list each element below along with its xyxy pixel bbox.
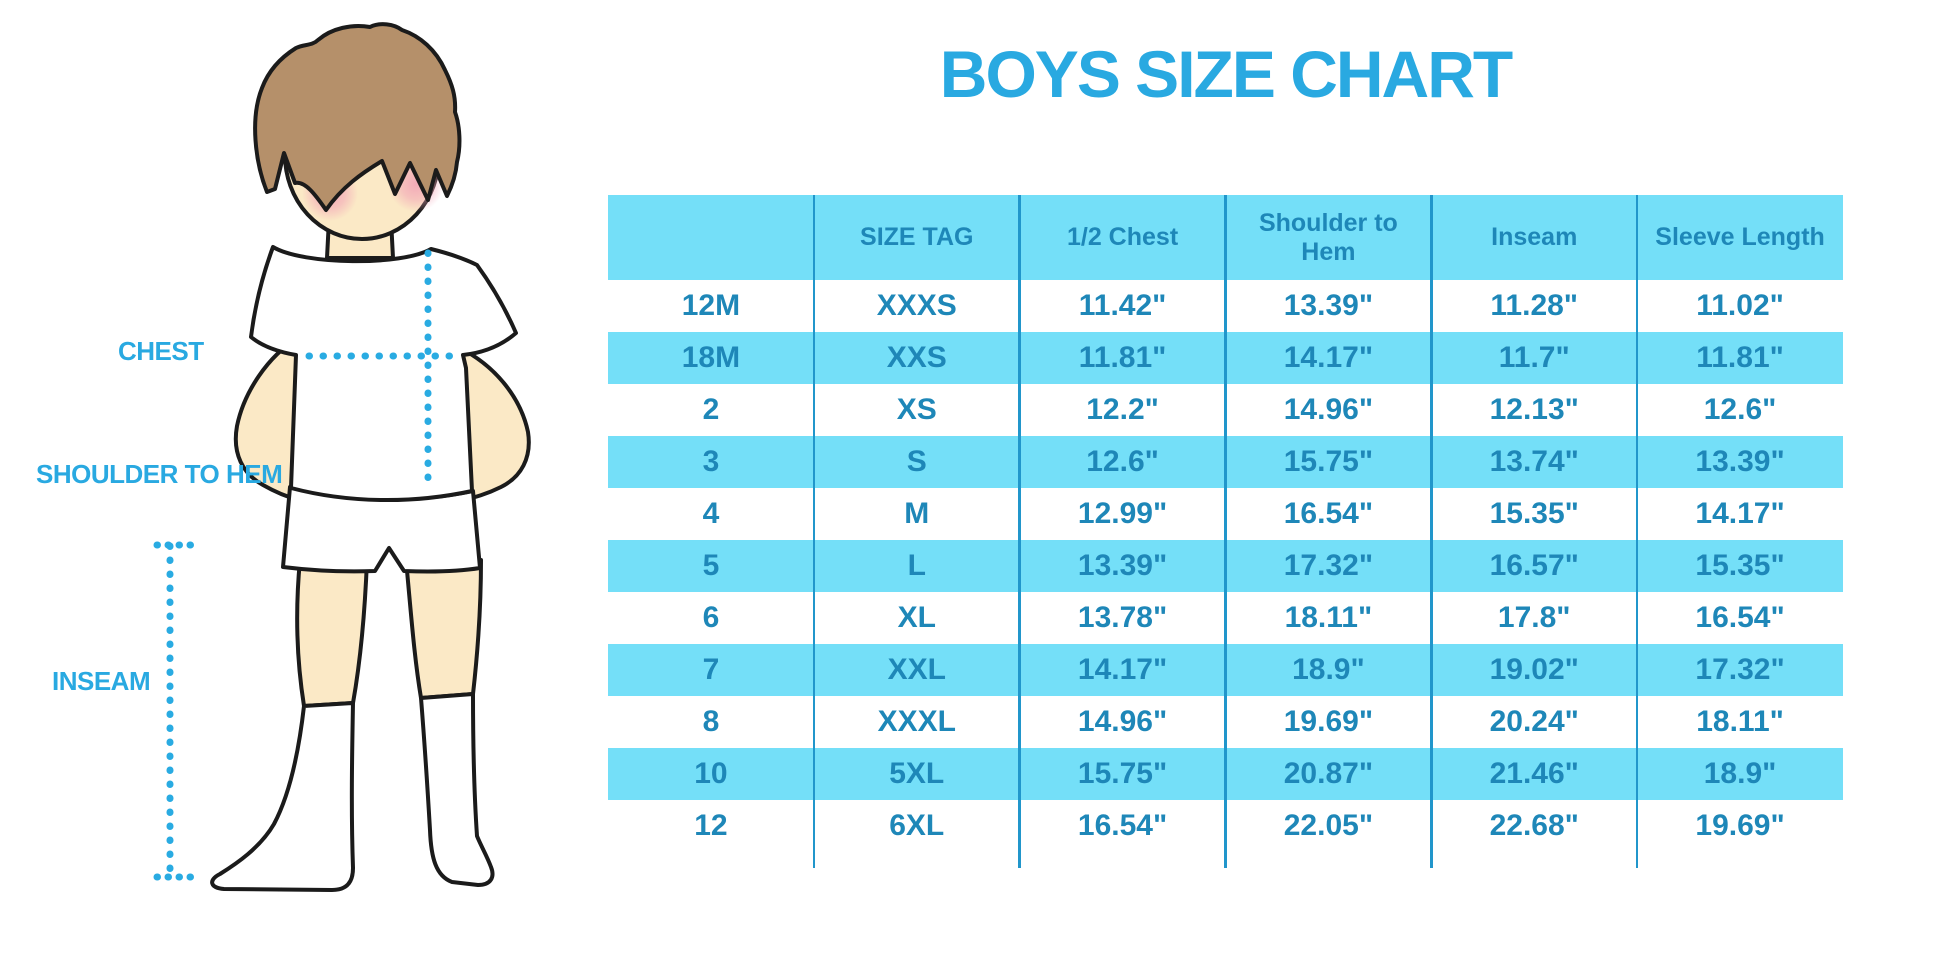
size-row-5: 5 L 13.39" 17.32" 16.57" 15.35" (608, 540, 1843, 592)
measurement-cell: 22.68" (1489, 809, 1579, 842)
measurement-cell: 20.24" (1489, 705, 1579, 738)
size-row-12: 12 6XL 16.54" 22.05" 22.68" 19.69" (608, 800, 1843, 852)
measurement-cell: 13.74" (1489, 445, 1579, 478)
measurement-cell: 17.8" (1497, 601, 1571, 634)
measurement-cell: 14.17" (1283, 341, 1374, 374)
size-label-cell: 2 (702, 393, 720, 426)
measurement-cell: 14.17" (1695, 497, 1785, 530)
measurement-cell: 16.57" (1489, 549, 1579, 582)
measurement-cell: XXS (886, 341, 947, 374)
size-label-cell: 12 (694, 809, 728, 842)
measurement-cell: S (906, 445, 927, 478)
column-header-inseam: Inseam (1491, 223, 1578, 252)
measurement-cell: XS (896, 393, 937, 426)
measurement-cell: 19.02" (1489, 653, 1579, 686)
size-row-4: 4 M 12.99" 16.54" 15.35" 14.17" (608, 488, 1843, 540)
measurement-cell: 11.81" (1078, 341, 1167, 374)
size-chart-table: SIZE TAG 1/2 Chest Shoulder to Hem Inseam Sl… (608, 195, 1843, 852)
size-row-2: 2 XS 12.2" 14.96" 12.13" 12.6" (608, 384, 1843, 436)
boy-left-leg (295, 558, 369, 708)
measurement-cell: XXL (887, 653, 946, 686)
size-row-12m: 12M XXXS 11.42" 13.39" 11.28" 11.02" (608, 280, 1843, 332)
size-label-cell: 4 (702, 497, 720, 530)
chest-label: CHEST (118, 336, 204, 366)
measurement-cell: 13.39" (1077, 549, 1168, 582)
measurement-cell: 11.28" (1490, 289, 1579, 322)
column-header-sleeve-length: Sleeve Length (1655, 223, 1825, 252)
size-row-8: 8 XXXL 14.96" 19.69" 20.24" 18.11" (608, 696, 1843, 748)
measurement-cell: 18.11" (1284, 601, 1373, 634)
boy-right-arm (458, 346, 531, 501)
boy-figure-drawing (153, 22, 531, 892)
measurement-cell: 19.69" (1695, 809, 1785, 842)
boy-right-sock (419, 692, 495, 887)
measurement-cell: 15.35" (1695, 549, 1785, 582)
measurement-cell: 16.54" (1283, 497, 1374, 530)
boy-hair (253, 22, 462, 212)
size-label-cell: 5 (702, 549, 720, 582)
size-label-cell: 3 (702, 445, 720, 478)
column-header-blank (608, 195, 814, 280)
measurement-cell: 13.39" (1695, 445, 1785, 478)
measurement-cell: 15.35" (1489, 497, 1579, 530)
measurement-cell: 18.9" (1703, 757, 1777, 790)
size-label-cell: 12M (681, 289, 741, 322)
column-header-1-2-chest: 1/2 Chest (1066, 223, 1179, 252)
size-label-cell: 8 (702, 705, 720, 738)
measurement-cell: 12.13" (1489, 393, 1579, 426)
measurement-cell: 11.7" (1498, 341, 1570, 374)
measurement-cell: 11.02" (1696, 289, 1784, 322)
measurement-cell: 17.32" (1695, 653, 1785, 686)
measurement-cell: 18.9" (1292, 653, 1365, 686)
size-row-7: 7 XXL 14.17" 18.9" 19.02" 17.32" (608, 644, 1843, 696)
measurement-cell: 16.54" (1695, 601, 1785, 634)
measurement-cell: 12.6" (1703, 393, 1777, 426)
measurement-cell: M (904, 497, 930, 530)
boy-tshirt (249, 245, 518, 502)
measurement-cell: 13.39" (1283, 289, 1374, 322)
column-header-size-tag: SIZE TAG (860, 223, 974, 252)
measurement-cell: 5XL (889, 757, 945, 790)
size-label-cell: 7 (702, 653, 720, 686)
measurement-cell: 13.78" (1077, 601, 1168, 634)
measurement-cell: 12.6" (1086, 445, 1159, 478)
shoulder-to-hem-label: SHOULDER TO HEM (36, 459, 283, 489)
measurement-cell: 14.17" (1077, 653, 1168, 686)
measurement-cell: 21.46" (1489, 757, 1579, 790)
measurement-cell: XXXL (877, 705, 956, 738)
page-title: BOYS SIZE CHART (939, 37, 1513, 111)
measurement-cell: 6XL (889, 809, 945, 842)
measurement-cell: 11.42" (1078, 289, 1167, 322)
inseam-label: INSEAM (52, 666, 151, 696)
measurement-cell: 15.75" (1283, 445, 1374, 478)
size-row-3: 3 S 12.6" 15.75" 13.74" 13.39" (608, 436, 1843, 488)
measurement-cell: 14.96" (1077, 705, 1168, 738)
column-header-shoulder-to-hem: Shoulder to Hem (1258, 208, 1398, 266)
boy-measurement-illustration: CHEST SHOULDER TO HEM INSEAM (0, 0, 600, 973)
size-label-cell: 6 (702, 601, 720, 634)
table-header-row: SIZE TAG 1/2 Chest Shoulder to Hem Inseam Sl… (608, 195, 1843, 280)
measurement-cell: 17.32" (1283, 549, 1374, 582)
measurement-cell: 14.96" (1283, 393, 1374, 426)
measurement-cell: 15.75" (1077, 757, 1168, 790)
measurement-cell: 16.54" (1077, 809, 1168, 842)
size-label-cell: 18M (681, 341, 741, 374)
measurement-cell: 12.99" (1077, 497, 1168, 530)
size-row-10: 10 5XL 15.75" 20.87" 21.46" 18.9" (608, 748, 1843, 800)
measurement-cell: XL (897, 601, 936, 634)
measurement-cell: 11.81" (1696, 341, 1784, 374)
boy-left-sock (210, 701, 355, 892)
measurement-cell: 22.05" (1283, 809, 1374, 842)
measurement-cell: 19.69" (1283, 705, 1374, 738)
size-label-cell: 10 (694, 757, 728, 790)
measurement-cell: XXXS (876, 289, 957, 322)
measurement-cell: 12.2" (1086, 393, 1159, 426)
size-row-6: 6 XL 13.78" 18.11" 17.8" 16.54" (608, 592, 1843, 644)
measurement-cell: L (907, 549, 926, 582)
measurement-cell: 18.11" (1696, 705, 1784, 738)
size-row-18m: 18M XXS 11.81" 14.17" 11.7" 11.81" (608, 332, 1843, 384)
boy-right-leg (404, 558, 483, 700)
measurement-cell: 20.87" (1283, 757, 1374, 790)
